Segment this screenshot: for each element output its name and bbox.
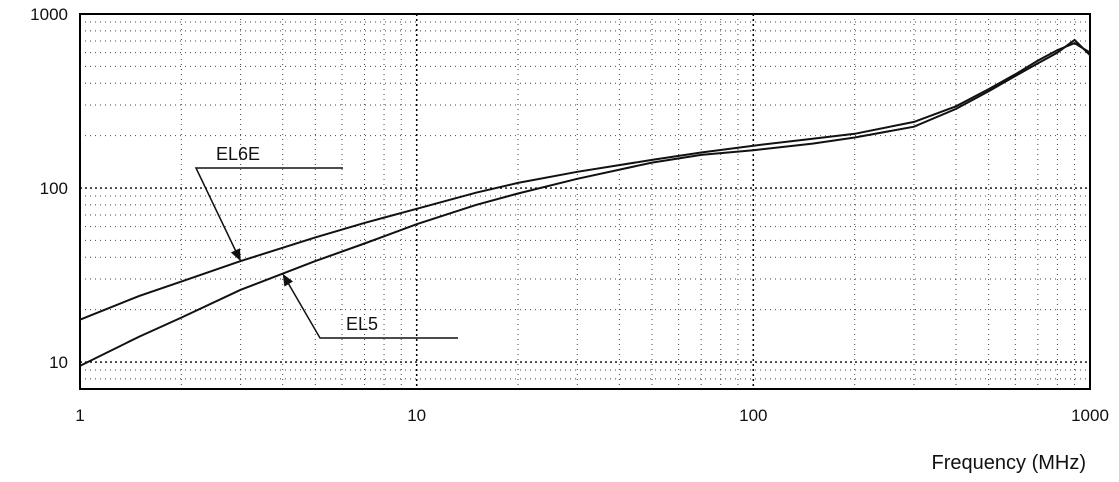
annotation-layer: EL6E EL5 (194, 144, 458, 339)
series-label-el6e: EL6E (216, 144, 260, 164)
callout-arrowhead-el5 (282, 273, 293, 287)
x-tick-label: 1 (75, 406, 84, 425)
y-tick-label: 10 (49, 353, 68, 372)
x-tick-label: 100 (739, 406, 767, 425)
y-tick-label: 1000 (30, 5, 68, 24)
y-tick-label: 100 (40, 179, 68, 198)
series-line-el5 (79, 38, 1091, 367)
plot-area-frame (79, 13, 1091, 390)
grid (80, 14, 1090, 389)
series-layer (79, 38, 1091, 367)
x-tick-labels: 1 10 100 1000 (75, 406, 1109, 425)
series-line-el6e (79, 41, 1091, 321)
series-label-el5: EL5 (346, 314, 378, 334)
y-tick-labels: 10 100 1000 (30, 5, 68, 372)
callout-line-el5 (286, 281, 458, 339)
callout-arrowhead-el6e (230, 248, 241, 262)
x-tick-label: 1000 (1071, 406, 1109, 425)
x-tick-label: 10 (407, 406, 426, 425)
callout-line-el6e (194, 167, 343, 254)
x-axis-title: Frequency (MHz) (932, 452, 1086, 474)
